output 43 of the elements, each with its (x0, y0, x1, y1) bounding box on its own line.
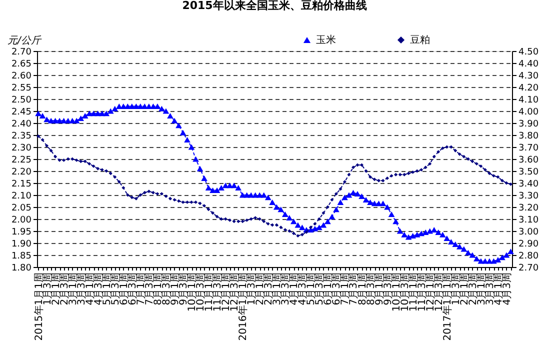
y2-tick-label: 3.40 (518, 180, 539, 190)
legend-label: 豆粕 (410, 35, 430, 46)
y2-tick-label: 4.20 (518, 84, 539, 94)
y-tick-label: 1.80 (11, 264, 32, 274)
y2-tick-label: 4.50 (518, 48, 539, 58)
y2-tick-label: 3.10 (518, 216, 539, 226)
y-tick-label: 2.45 (11, 108, 32, 118)
y2-tick-label: 4.10 (518, 96, 539, 106)
y-tick-label: 2.60 (11, 72, 32, 82)
y-tick-label: 2.25 (11, 156, 32, 166)
y2-tick-label: 3.30 (518, 192, 539, 202)
y-tick-label: 2.00 (11, 216, 32, 226)
y2-tick-label: 3.90 (518, 120, 539, 130)
y-tick-label: 1.85 (11, 252, 32, 262)
x-tick-label: 4月3周 (502, 272, 513, 306)
y-tick-label: 2.05 (11, 204, 32, 214)
y-tick-label: 2.70 (11, 48, 32, 58)
y-tick-label: 2.55 (11, 84, 32, 94)
y2-tick-label: 3.20 (518, 204, 539, 214)
y-tick-label: 2.50 (11, 96, 32, 106)
y-tick-label: 1.90 (11, 240, 32, 250)
y-tick-label: 2.40 (11, 120, 32, 130)
y2-tick-label: 2.70 (518, 264, 539, 274)
y2-tick-label: 4.30 (518, 72, 539, 82)
y2-tick-label: 4.00 (518, 108, 539, 118)
y-tick-label: 2.35 (11, 132, 32, 142)
y2-tick-label: 3.60 (518, 156, 539, 166)
y2-tick-label: 3.70 (518, 144, 539, 154)
y-tick-label: 2.10 (11, 192, 32, 202)
y2-tick-label: 2.90 (518, 240, 539, 250)
y-tick-label: 2.65 (11, 60, 32, 70)
chart-title: 2015年以来全国玉米、豆粕价格曲线 (182, 0, 367, 12)
y-tick-label: 1.95 (11, 228, 32, 238)
y2-tick-label: 3.80 (518, 132, 539, 142)
legend-label: 玉米 (316, 34, 336, 46)
y-tick-label: 2.20 (11, 168, 32, 178)
y-tick-label: 2.15 (11, 180, 32, 190)
y-tick-label: 2.30 (11, 144, 32, 154)
y2-tick-label: 4.40 (518, 60, 539, 70)
y-axis-title: 元/公斤 (8, 34, 42, 46)
y2-tick-label: 3.00 (518, 228, 539, 238)
y2-tick-label: 2.80 (518, 252, 539, 262)
y2-tick-label: 3.50 (518, 168, 539, 178)
